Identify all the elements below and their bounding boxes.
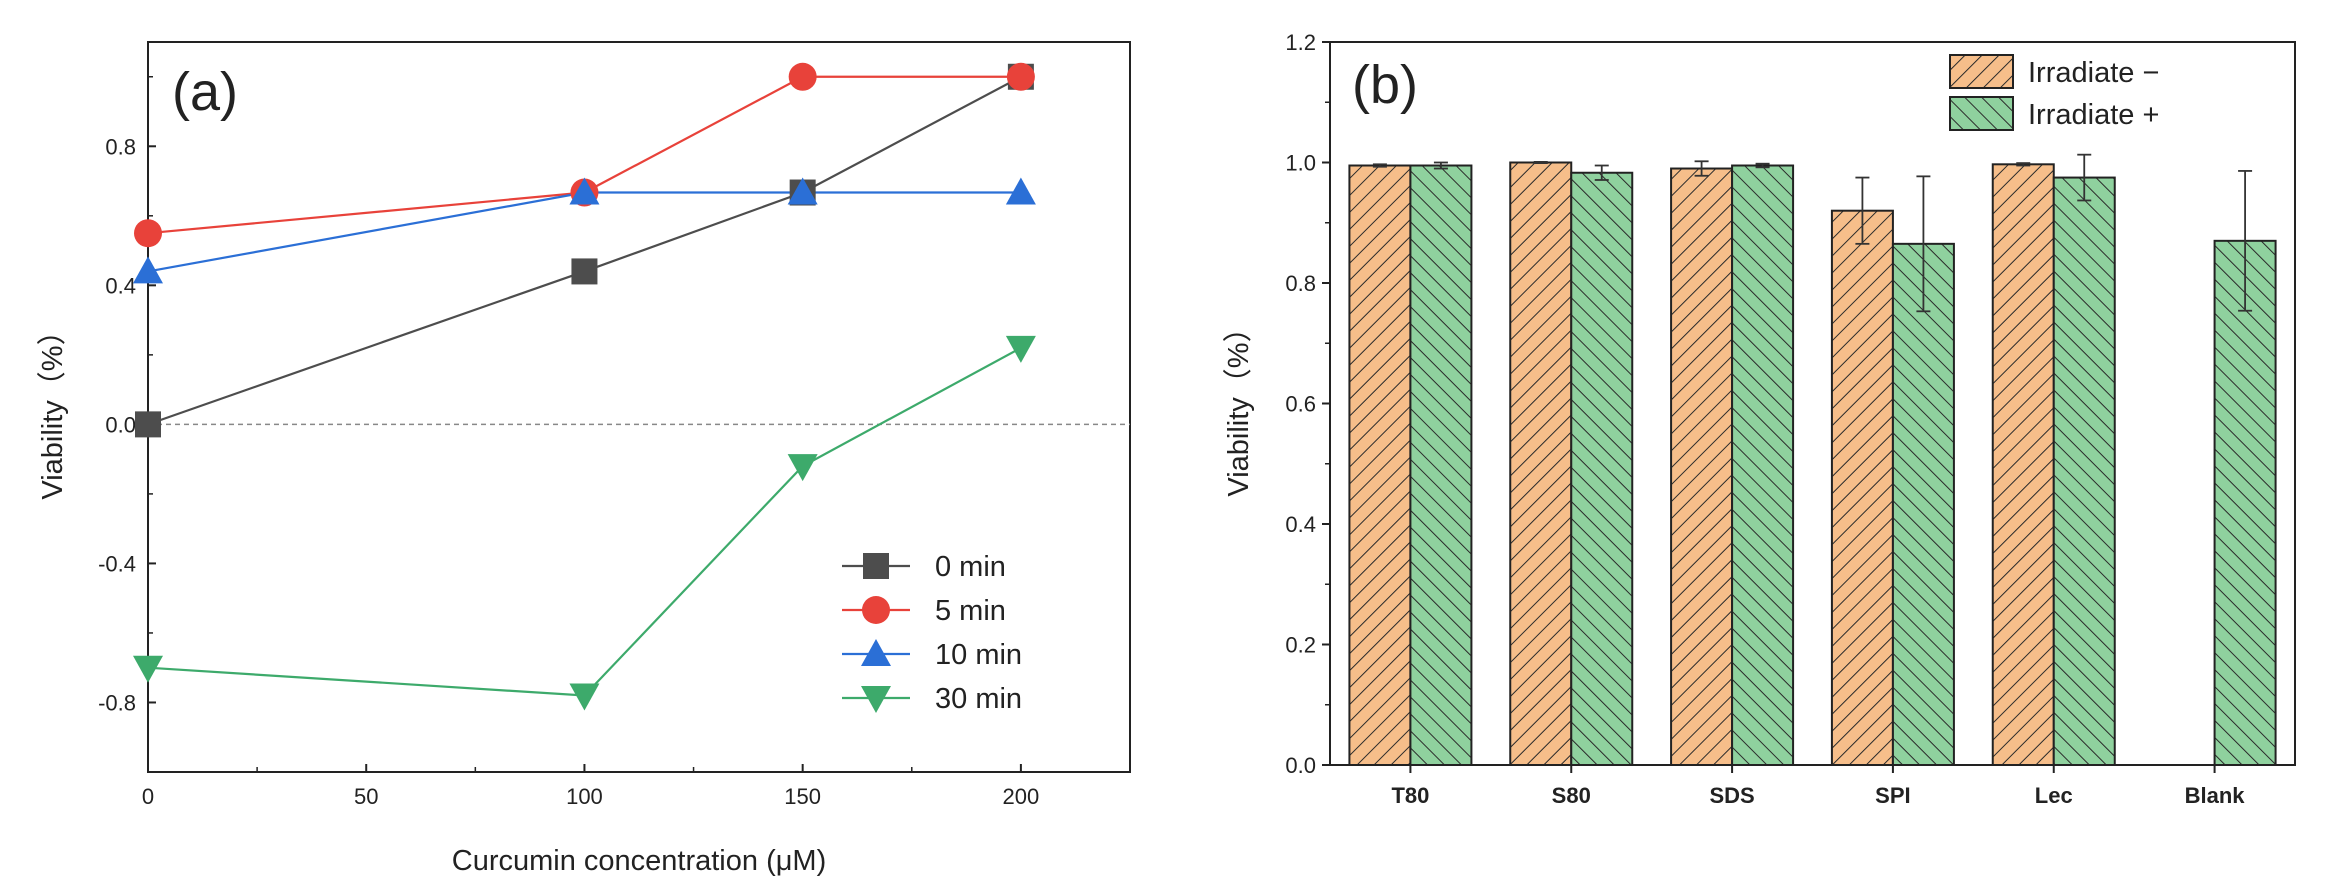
legend-label: 30 min [935, 683, 1022, 715]
panel-label: (b) [1352, 55, 1418, 115]
data-point [569, 683, 600, 711]
y-axis-label: Viability（%） [37, 316, 69, 499]
plot-frame [1329, 41, 2296, 766]
x-axis-ticks: 0 50 100 150 200 [142, 764, 1131, 809]
x-tick-label: 0 [142, 784, 154, 809]
series-line [147, 75, 1022, 426]
bar [1731, 164, 1795, 766]
bar [1348, 164, 1412, 766]
data-point [571, 258, 598, 285]
series-line [147, 346, 1022, 697]
legend-swatch [1949, 96, 2014, 131]
data-point [1006, 62, 1035, 91]
y-tick-label: 0.0 [105, 412, 136, 437]
y-tick-label: 0.8 [1285, 271, 1316, 296]
data-point [787, 454, 818, 482]
y-axis-ticks: 0.0 0.2 0.4 0.6 0.8 1.0 1.2 [1285, 30, 1330, 778]
x-tick-label: 100 [566, 784, 603, 809]
legend-marker [861, 639, 891, 666]
data-point [133, 655, 163, 683]
legend-label: Irradiate + [2028, 99, 2159, 131]
y-tick-label: 0.4 [105, 273, 136, 298]
data-point [1005, 335, 1036, 363]
series-group [133, 62, 1036, 711]
x-tick-label: 150 [784, 784, 821, 809]
x-tick-label: SDS [1709, 783, 1754, 808]
bar [1891, 242, 1955, 766]
x-tick-label: SPI [1875, 783, 1910, 808]
legend-label: 5 min [935, 595, 1006, 627]
y-tick-label: 0.0 [1285, 753, 1316, 778]
bar [2052, 176, 2116, 766]
x-axis-label: Curcumin concentration (μM) [452, 845, 827, 877]
data-point [135, 411, 161, 438]
x-tick-label: Lec [2035, 783, 2073, 808]
x-tick-label: S80 [1552, 783, 1591, 808]
legend-label: Irradiate − [2028, 57, 2159, 89]
y-tick-label: 0.4 [1285, 512, 1316, 537]
y-tick-label: 1.2 [1285, 30, 1316, 55]
legend-label: 10 min [935, 639, 1022, 671]
panel-label: (a) [172, 62, 238, 122]
bar [1509, 161, 1573, 766]
legend: 0 min 5 min 10 min 30 min [842, 551, 1022, 715]
y-tick-label: -0.8 [98, 690, 136, 715]
legend: Irradiate − Irradiate + [1949, 54, 2159, 131]
bar [1830, 209, 1894, 766]
bar [1570, 171, 1634, 766]
x-tick-label: T80 [1391, 783, 1429, 808]
legend-label: 0 min [935, 551, 1006, 583]
x-tick-label: 50 [354, 784, 378, 809]
line-chart-panel: -0.8 -0.4 0.0 0.4 0.8 0 50 100 150 200 (a) Curcu… [37, 41, 1131, 877]
series-line [147, 75, 1021, 235]
bars-group [1348, 153, 2277, 766]
x-axis-ticks: T80 S80 SDS SPI Lec Blank [1391, 765, 2245, 808]
plot-frame [147, 41, 1131, 773]
y-tick-label: 0.8 [105, 134, 136, 159]
data-point [133, 256, 163, 284]
series-line [147, 191, 1021, 273]
y-tick-label: -0.4 [98, 551, 136, 576]
y-tick-label: 1.0 [1285, 151, 1316, 176]
data-point [569, 177, 600, 205]
data-point [787, 177, 818, 205]
legend-marker [862, 596, 890, 624]
legend-marker [861, 686, 891, 713]
x-tick-label: Blank [2185, 783, 2246, 808]
y-tick-label: 0.6 [1285, 392, 1316, 417]
data-point [1005, 177, 1036, 205]
bar [1670, 167, 1734, 766]
data-point [788, 62, 817, 91]
y-axis-ticks: -0.8 -0.4 0.0 0.4 0.8 [98, 76, 156, 715]
bar [1991, 163, 2055, 766]
y-tick-label: 0.2 [1285, 633, 1316, 658]
x-tick-label: 200 [1003, 784, 1040, 809]
y-axis-label: Viability（%） [1223, 313, 1255, 496]
legend-swatch [1949, 54, 2014, 89]
data-point [134, 219, 162, 248]
bar-chart-panel: 0.0 0.2 0.4 0.6 0.8 1.0 1.2 T80 S80 SDS SPI Lec Bla… [1223, 30, 2296, 808]
bar [2213, 239, 2277, 766]
bar [1409, 164, 1473, 766]
legend-marker [863, 553, 889, 579]
